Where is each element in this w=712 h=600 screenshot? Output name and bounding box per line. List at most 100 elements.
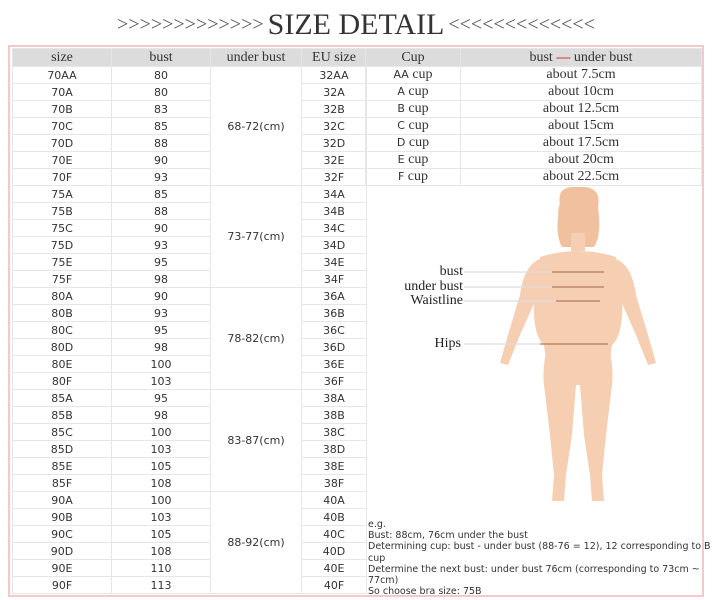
example-line: Determining cup: bust - under bust (88-7…	[368, 541, 711, 564]
bust-cell: 105	[111, 525, 211, 543]
label-waistline: Waistline	[410, 293, 463, 308]
cup-word: cup	[408, 101, 429, 116]
cup-letter: D	[396, 136, 406, 149]
cup-word: cup	[407, 169, 429, 184]
table-row: 90E 110 40E	[12, 559, 367, 577]
header-eu-size: EU size	[301, 48, 367, 67]
cup-letter: B	[397, 102, 405, 115]
difference-cell: about 17.5cm	[460, 134, 702, 152]
woman-silhouette-icon	[464, 186, 656, 501]
header-diff-left: bust	[529, 49, 553, 65]
table-row: 80B 93 36B	[12, 304, 367, 322]
size-cell: 80D	[12, 338, 112, 356]
table-row: 90D 108 40D	[12, 542, 367, 560]
size-cell: 80C	[12, 321, 112, 339]
table-row: 75D 93 34D	[12, 236, 367, 254]
eu-size-cell: 38C	[301, 423, 367, 441]
cup-letter: C	[397, 119, 405, 132]
cup-letter: AA	[393, 68, 409, 81]
size-cell: 75F	[12, 270, 112, 288]
table-row: 85D 103 38D	[12, 440, 367, 458]
body-figure	[380, 185, 700, 505]
size-cell: 80E	[12, 355, 112, 373]
eu-size-cell: 40B	[301, 508, 367, 526]
bust-cell: 108	[111, 474, 211, 492]
eu-size-cell: 36B	[301, 304, 367, 322]
eu-size-cell: 34A	[301, 185, 367, 203]
size-cell: 80B	[12, 304, 112, 322]
example-line: e.g.	[368, 519, 386, 530]
header-size: size	[12, 48, 112, 67]
cup-row: C cup about 15cm	[365, 117, 702, 135]
bust-cell: 100	[111, 423, 211, 441]
table-row: 80A 90 78-82(cm) 36A	[12, 287, 367, 390]
eu-size-cell: 34F	[301, 270, 367, 288]
under-bust-cell: 73-77(cm)	[210, 185, 302, 288]
table-row: 80E 100 36E	[12, 355, 367, 373]
eu-size-cell: 32E	[301, 151, 367, 169]
difference-cell: about 10cm	[460, 83, 702, 101]
bust-cell: 98	[111, 270, 211, 288]
label-bust: bust	[439, 264, 463, 279]
bust-cell: 85	[111, 117, 211, 135]
table-row: 70D 88 32D	[12, 134, 367, 152]
eu-size-cell: 34B	[301, 202, 367, 220]
table-row: 85B 98 38B	[12, 406, 367, 424]
title-right-arrows: <<<<<<<<<<<<<	[448, 13, 595, 36]
cup-row: B cup about 12.5cm	[365, 100, 702, 118]
table-row: 80F 103 36F	[12, 372, 367, 390]
bust-cell: 105	[111, 457, 211, 475]
cup-cell: F cup	[365, 168, 461, 186]
bust-cell: 85	[111, 185, 211, 203]
eu-size-cell: 36A	[301, 287, 367, 305]
size-cell: 85F	[12, 474, 112, 492]
title-text: SIZE DETAIL	[267, 8, 445, 41]
eu-size-cell: 40A	[301, 491, 367, 509]
cup-letter: E	[397, 153, 405, 166]
table-row: 90C 105 40C	[12, 525, 367, 543]
eu-size-cell: 38B	[301, 406, 367, 424]
cup-cell: D cup	[365, 134, 461, 152]
cup-word: cup	[412, 67, 433, 82]
label-under-bust: under bust	[404, 279, 463, 294]
size-cell: 75D	[12, 236, 112, 254]
table-row: 70A 80 32A	[12, 83, 367, 101]
size-cell: 85D	[12, 440, 112, 458]
table-row: 70C 85 32C	[12, 117, 367, 135]
table-row: 70AA 80 68-72(cm) 32AA	[12, 66, 367, 186]
size-cell: 70F	[12, 168, 112, 186]
header-difference: bust — under bust	[460, 48, 702, 67]
bust-cell: 100	[111, 355, 211, 373]
cup-word: cup	[408, 118, 429, 133]
eu-size-cell: 32A	[301, 83, 367, 101]
eu-size-cell: 32D	[301, 134, 367, 152]
difference-cell: about 20cm	[460, 151, 702, 169]
cup-row: AA cup about 7.5cm	[365, 66, 702, 84]
bust-cell: 98	[111, 338, 211, 356]
bust-cell: 95	[111, 253, 211, 271]
bust-cell: 80	[111, 66, 211, 84]
cup-cell: E cup	[365, 151, 461, 169]
difference-cell: about 7.5cm	[460, 66, 702, 84]
eu-size-cell: 32AA	[301, 66, 367, 84]
bust-cell: 103	[111, 440, 211, 458]
under-bust-cell: 88-92(cm)	[210, 491, 302, 594]
cup-word: cup	[408, 84, 429, 99]
table-row: 75E 95 34E	[12, 253, 367, 271]
cup-cell: AA cup	[365, 66, 461, 84]
under-bust-cell: 68-72(cm)	[210, 66, 302, 186]
eu-size-cell: 36D	[301, 338, 367, 356]
table-row: 90B 103 40B	[12, 508, 367, 526]
size-cell: 75B	[12, 202, 112, 220]
title-left-arrows: >>>>>>>>>>>>>	[117, 13, 264, 36]
example-line: So choose bra size: 75B	[368, 586, 482, 598]
difference-cell: about 15cm	[460, 117, 702, 135]
eu-size-cell: 38E	[301, 457, 367, 475]
cup-word: cup	[408, 135, 430, 150]
header-diff-right: under bust	[573, 49, 633, 65]
bust-cell: 103	[111, 372, 211, 390]
header-under-bust: under bust	[210, 48, 302, 67]
size-cell: 75E	[12, 253, 112, 271]
size-cell: 80F	[12, 372, 112, 390]
size-cell: 75A	[12, 185, 112, 203]
